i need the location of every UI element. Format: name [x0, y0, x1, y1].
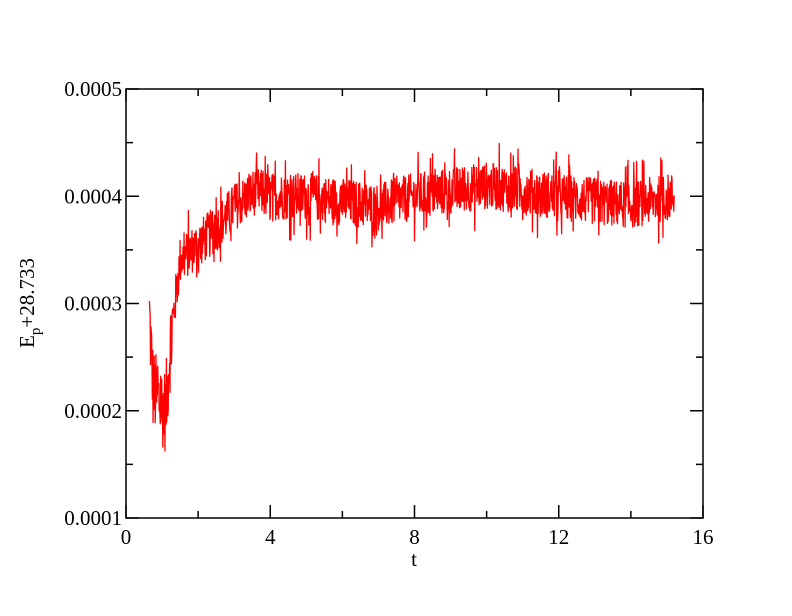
y-axis-label-sub: p [28, 328, 44, 336]
y-tick-label: 0.0003 [64, 292, 122, 316]
series-line [148, 142, 675, 452]
y-tick-label: 0.0002 [64, 399, 122, 423]
y-axis-label: Ep+28.733 [15, 258, 44, 348]
x-tick-label: 8 [409, 525, 420, 549]
y-tick-label: 0.0004 [64, 184, 122, 208]
y-axis-label-suffix: +28.733 [15, 258, 39, 328]
y-axis-label-main: E [15, 335, 39, 348]
y-tick-label: 0.0005 [64, 77, 122, 101]
y-tick-label: 0.0001 [64, 506, 122, 530]
x-axis-label: t [411, 547, 417, 571]
x-axis: 0 4 8 12 16 [121, 89, 714, 549]
plot-area [125, 88, 704, 519]
x-tick-label: 12 [548, 525, 569, 549]
x-tick-label: 16 [693, 525, 714, 549]
x-tick-label: 0 [121, 525, 132, 549]
x-tick-label: 4 [265, 525, 276, 549]
plot-frame [125, 88, 704, 519]
y-axis: 0.0001 0.0002 0.0003 0.0004 0.0005 [64, 77, 703, 530]
